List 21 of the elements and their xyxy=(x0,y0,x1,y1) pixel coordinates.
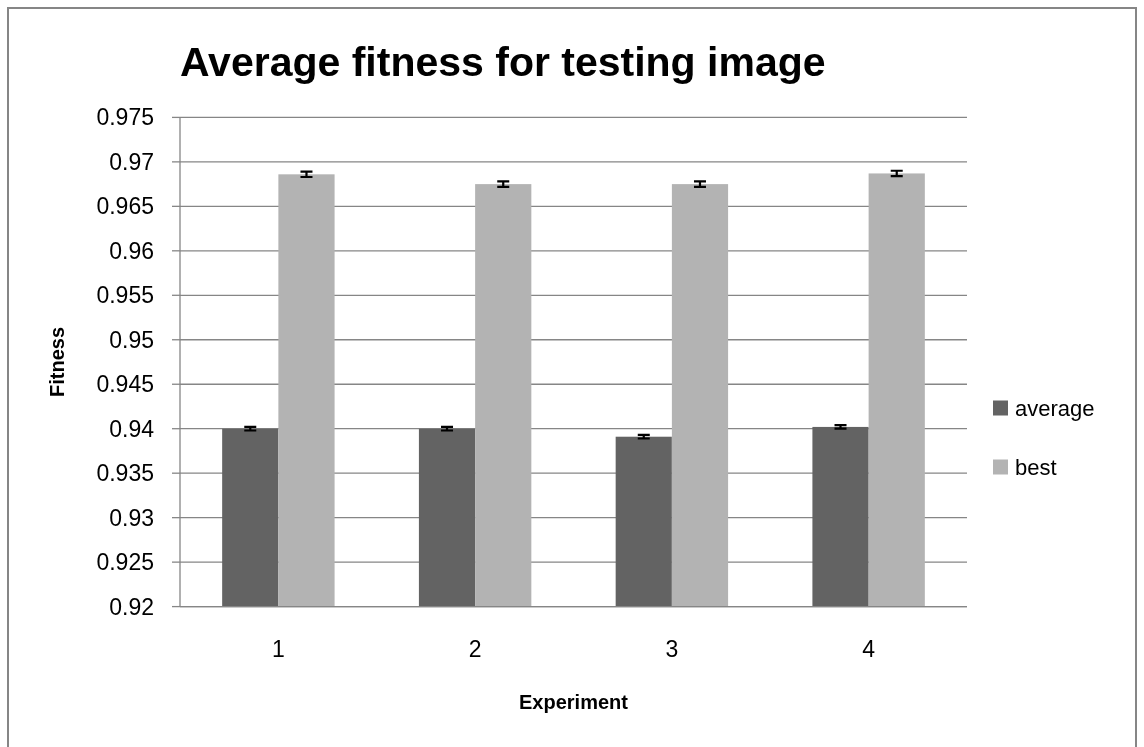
y-tick-label: 0.92 xyxy=(109,593,154,620)
chart-title: Average fitness for testing image xyxy=(180,39,826,85)
legend-label: best xyxy=(1015,454,1057,480)
y-tick-label: 0.975 xyxy=(96,104,154,131)
y-axis-title: Fitness xyxy=(46,326,68,398)
x-tick-label: 1 xyxy=(271,636,285,663)
y-tick-label: 0.925 xyxy=(96,549,154,576)
y-tick-label: 0.97 xyxy=(109,148,154,175)
x-tick-label: 4 xyxy=(862,636,876,663)
y-tick-label: 0.935 xyxy=(96,460,154,487)
x-axis-title: Experiment xyxy=(519,691,629,713)
y-tick-label: 0.965 xyxy=(96,193,154,220)
y-tick-label: 0.96 xyxy=(109,237,154,264)
y-tick-label: 0.93 xyxy=(109,504,154,531)
y-tick-label: 0.94 xyxy=(109,415,155,442)
y-tick-label: 0.95 xyxy=(109,326,154,353)
x-tick-label: 2 xyxy=(468,636,482,663)
legend-label: average xyxy=(1015,395,1095,421)
y-tick-label: 0.945 xyxy=(96,371,154,398)
y-tick-label: 0.955 xyxy=(96,282,154,309)
x-tick-label: 3 xyxy=(665,636,679,663)
